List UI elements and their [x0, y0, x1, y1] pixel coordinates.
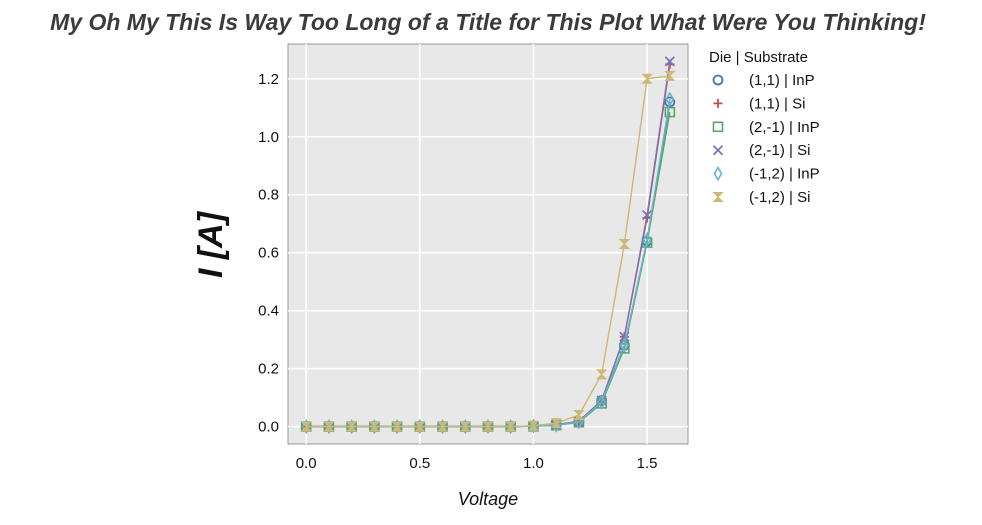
data-point: [550, 418, 562, 429]
x-tick-label: 0.0: [296, 455, 317, 472]
data-point: [641, 73, 653, 84]
legend-label: (-1,2) | Si: [749, 189, 810, 206]
data-point: [505, 421, 517, 432]
legend-label: (2,-1) | Si: [749, 142, 810, 159]
x-axis-ticks: 0.0 0.5 1.0 1.5: [296, 455, 658, 472]
legend-label: (1,1) | InP: [749, 72, 815, 89]
y-tick-label: 0.8: [258, 187, 279, 204]
data-point: [391, 421, 403, 432]
legend-item: (-1,2) | InP: [713, 166, 820, 183]
series-layer: [300, 56, 676, 435]
data-point: [323, 421, 335, 432]
data-point: [642, 232, 652, 248]
data-point: [664, 56, 675, 67]
y-tick-label: 0.6: [258, 245, 279, 262]
series-5: [300, 70, 676, 432]
y-tick-label: 1.2: [258, 71, 279, 88]
data-point: [414, 421, 426, 432]
data-point: [664, 106, 676, 118]
legend-marker: [712, 145, 724, 156]
legend-marker: [713, 166, 723, 182]
y-tick-label: 0.2: [258, 361, 279, 378]
data-point: [368, 421, 381, 432]
y-axis-label: I [A]: [192, 210, 230, 278]
legend: Die | Substrate (1,1) | InP (1,1) | Si (2,…: [709, 49, 820, 206]
y-tick-label: 0.4: [258, 303, 279, 320]
legend-item: (1,1) | InP: [712, 72, 815, 89]
x-tick-label: 1.5: [637, 455, 658, 472]
y-axis-ticks: 0.0 0.2 0.4 0.6 0.8 1.0 1.2: [258, 71, 279, 436]
x-tick-label: 0.5: [409, 455, 430, 472]
legend-item: (1,1) | Si: [713, 95, 805, 112]
data-point: [664, 70, 676, 81]
legend-label: (2,-1) | InP: [749, 119, 820, 136]
legend-marker: [712, 192, 724, 202]
legend-label: (1,1) | Si: [749, 95, 805, 112]
data-point: [300, 421, 312, 432]
legend-label: (-1,2) | InP: [749, 166, 820, 183]
legend-title: Die | Substrate: [709, 49, 808, 66]
data-point: [345, 421, 358, 432]
legend-marker: [712, 121, 724, 133]
data-point: [527, 420, 540, 431]
data-point: [597, 394, 607, 410]
plot-area: [287, 43, 689, 445]
data-point: [618, 239, 631, 249]
legend-marker: [713, 98, 723, 108]
data-point: [619, 337, 629, 354]
legend-item: (-1,2) | Si: [712, 189, 810, 206]
chart-title: My Oh My This Is Way Too Long of a Title…: [50, 9, 926, 35]
data-point: [665, 91, 675, 107]
data-point: [436, 421, 449, 432]
legend-item: (2,-1) | InP: [712, 119, 820, 136]
legend-item: (2,-1) | Si: [712, 142, 810, 159]
data-point: [573, 410, 585, 421]
data-point: [595, 369, 608, 380]
data-point: [459, 421, 471, 432]
x-tick-label: 1.0: [523, 455, 544, 472]
y-tick-label: 0.0: [258, 419, 279, 436]
data-point: [482, 421, 494, 432]
x-axis-label: Voltage: [458, 489, 518, 509]
y-tick-label: 1.0: [258, 129, 279, 146]
legend-marker: [712, 74, 724, 86]
